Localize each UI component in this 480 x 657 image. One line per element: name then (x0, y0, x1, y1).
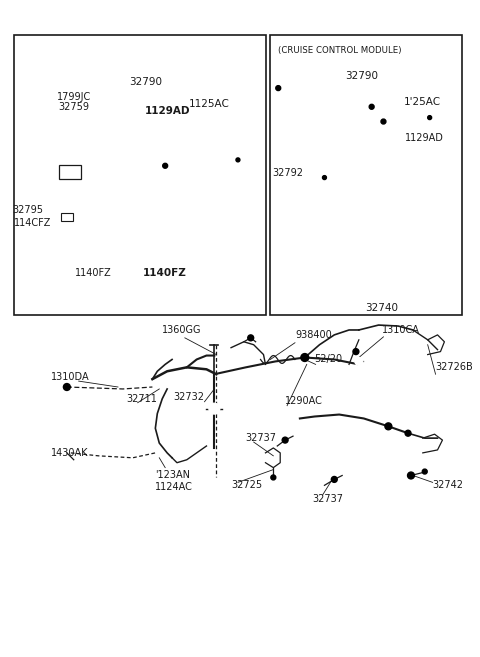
Text: 32742: 32742 (432, 480, 464, 490)
Text: 1360GG: 1360GG (162, 325, 202, 335)
Circle shape (323, 175, 326, 179)
Text: 32737: 32737 (312, 494, 344, 504)
Circle shape (209, 403, 220, 414)
Circle shape (331, 476, 337, 482)
Text: 32795: 32795 (12, 205, 43, 215)
Text: 32711: 32711 (126, 394, 157, 404)
Text: 1310DA: 1310DA (51, 372, 90, 382)
Circle shape (353, 349, 359, 355)
Circle shape (271, 475, 276, 480)
Text: 32759: 32759 (58, 102, 89, 112)
Text: 1129AD: 1129AD (144, 106, 190, 116)
Bar (61, 213, 73, 221)
Circle shape (301, 353, 309, 361)
Circle shape (385, 423, 392, 430)
Text: 1140FZ: 1140FZ (143, 268, 187, 278)
Text: 52/20: 52/20 (314, 355, 343, 365)
Text: 32792: 32792 (272, 168, 303, 177)
Text: 1290AC: 1290AC (285, 396, 323, 406)
Circle shape (408, 472, 414, 479)
Text: 1'25AC: 1'25AC (404, 97, 441, 107)
Text: 1799JC: 1799JC (57, 92, 91, 102)
Circle shape (422, 469, 427, 474)
Text: 32726B: 32726B (435, 363, 473, 373)
Circle shape (369, 104, 374, 109)
Bar (59, 165, 81, 179)
Circle shape (248, 335, 253, 341)
Bar (14, 35, 266, 315)
Text: 1430AK: 1430AK (51, 448, 89, 458)
Circle shape (282, 437, 288, 443)
Circle shape (405, 430, 411, 436)
Text: 1310CA: 1310CA (382, 325, 420, 335)
Text: 32740: 32740 (365, 304, 398, 313)
Text: 32732: 32732 (173, 392, 204, 402)
Text: '123AN: '123AN (156, 470, 191, 480)
Bar (270, 35, 462, 315)
Text: 114CFZ: 114CFZ (14, 218, 51, 228)
Circle shape (163, 164, 168, 168)
Circle shape (381, 119, 386, 124)
Text: (CRUISE CONTROL MODULE): (CRUISE CONTROL MODULE) (278, 46, 402, 55)
Circle shape (236, 158, 240, 162)
Text: 1129AD: 1129AD (405, 133, 444, 143)
Text: 32790: 32790 (129, 78, 162, 87)
Text: 32737: 32737 (246, 433, 277, 443)
Text: 32790: 32790 (345, 72, 378, 81)
Text: 1140FZ: 1140FZ (75, 268, 112, 278)
Circle shape (428, 116, 432, 120)
Text: 938400: 938400 (295, 330, 332, 340)
Circle shape (63, 384, 70, 390)
Circle shape (276, 85, 281, 91)
Text: 1125AC: 1125AC (189, 99, 230, 109)
Circle shape (355, 357, 363, 365)
Text: 32725: 32725 (231, 480, 262, 490)
Text: 1124AC: 1124AC (156, 482, 193, 492)
